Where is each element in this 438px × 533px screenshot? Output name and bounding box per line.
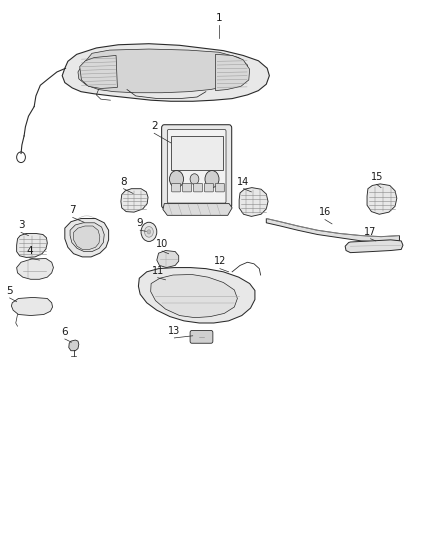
Polygon shape — [266, 219, 399, 242]
Polygon shape — [80, 55, 117, 88]
Text: 3: 3 — [18, 220, 25, 230]
Polygon shape — [345, 240, 403, 253]
Polygon shape — [70, 223, 104, 252]
Polygon shape — [62, 44, 269, 101]
Text: 17: 17 — [364, 227, 377, 237]
FancyBboxPatch shape — [167, 130, 226, 203]
Polygon shape — [163, 204, 232, 215]
Polygon shape — [74, 226, 100, 249]
Text: 10: 10 — [156, 239, 168, 249]
Circle shape — [170, 171, 184, 188]
Text: 2: 2 — [151, 121, 158, 131]
Text: 7: 7 — [69, 205, 76, 215]
Polygon shape — [157, 251, 179, 268]
FancyBboxPatch shape — [183, 183, 191, 192]
FancyBboxPatch shape — [171, 136, 223, 170]
Polygon shape — [239, 188, 268, 216]
Circle shape — [163, 292, 174, 305]
Text: 8: 8 — [120, 176, 127, 187]
FancyBboxPatch shape — [172, 183, 180, 192]
FancyBboxPatch shape — [205, 183, 213, 192]
Circle shape — [190, 174, 199, 184]
Polygon shape — [17, 259, 53, 279]
FancyBboxPatch shape — [194, 183, 202, 192]
Text: 9: 9 — [137, 218, 144, 228]
Text: 13: 13 — [168, 326, 180, 336]
Circle shape — [147, 230, 151, 234]
Text: 1: 1 — [215, 13, 223, 23]
FancyBboxPatch shape — [190, 330, 213, 343]
Text: 6: 6 — [61, 327, 68, 337]
Polygon shape — [65, 219, 109, 257]
Text: 11: 11 — [152, 265, 164, 276]
Polygon shape — [11, 297, 53, 316]
Text: 5: 5 — [6, 286, 13, 296]
FancyBboxPatch shape — [215, 183, 224, 192]
Circle shape — [145, 227, 153, 237]
Polygon shape — [151, 274, 237, 318]
Polygon shape — [138, 268, 255, 323]
Text: 12: 12 — [214, 256, 226, 266]
Text: 4: 4 — [26, 246, 33, 256]
Polygon shape — [121, 189, 148, 212]
FancyBboxPatch shape — [162, 125, 232, 208]
FancyBboxPatch shape — [120, 51, 213, 91]
Circle shape — [141, 222, 157, 241]
Polygon shape — [69, 340, 79, 351]
Circle shape — [71, 343, 76, 350]
Polygon shape — [78, 49, 247, 93]
Circle shape — [205, 171, 219, 188]
Polygon shape — [215, 54, 250, 91]
Text: 14: 14 — [237, 176, 250, 187]
Circle shape — [38, 265, 45, 273]
Polygon shape — [367, 184, 397, 214]
Polygon shape — [150, 277, 182, 296]
Text: 15: 15 — [371, 172, 383, 182]
Text: 16: 16 — [319, 207, 331, 217]
Polygon shape — [17, 233, 47, 257]
Circle shape — [207, 292, 218, 305]
